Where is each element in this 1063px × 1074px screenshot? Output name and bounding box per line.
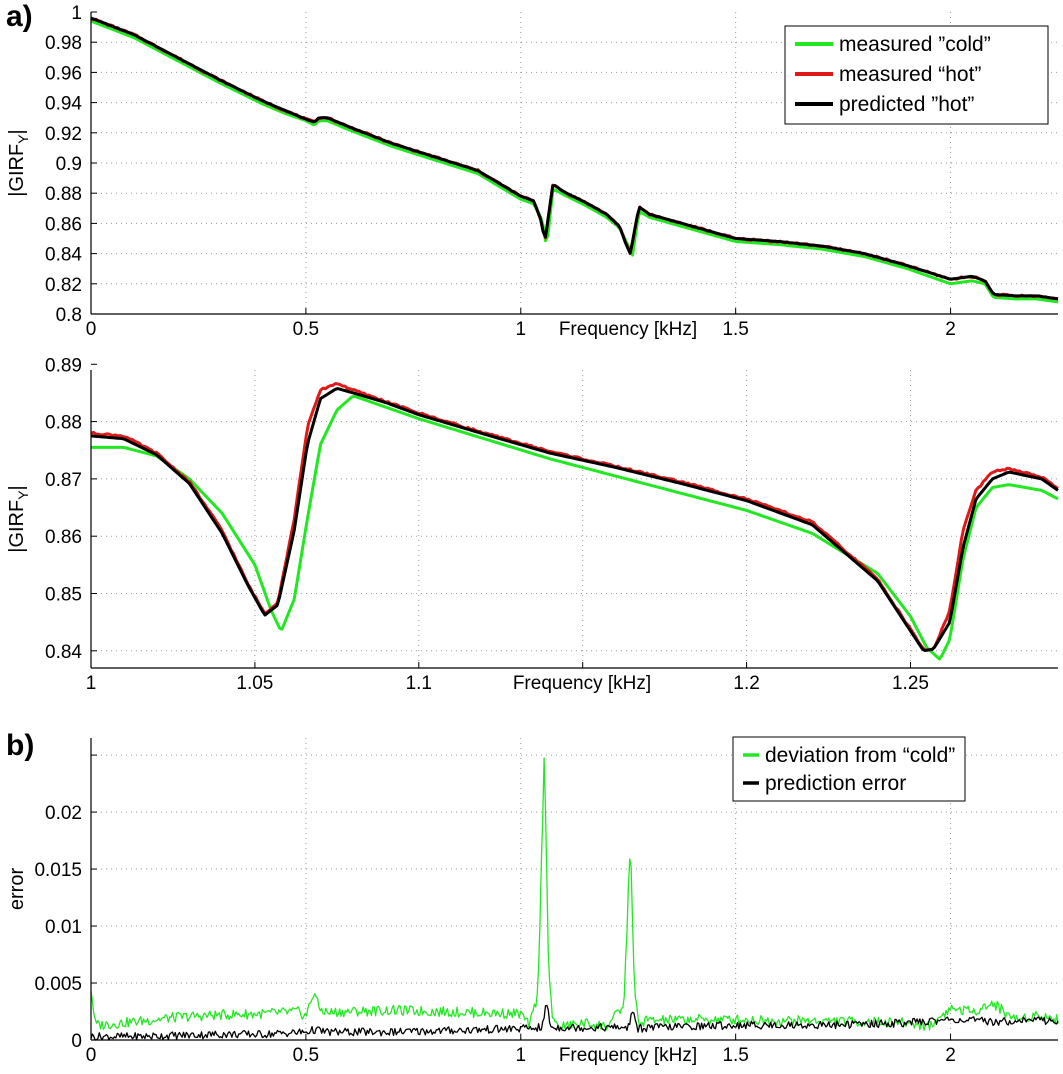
x-tick-label: 0.5 — [293, 1045, 319, 1066]
x-tick-label: 1.1 — [406, 673, 432, 694]
y-tick-label: 0.9 — [56, 154, 82, 175]
legend-label: predicted ”hot” — [839, 93, 974, 116]
x-tick-label: 2 — [945, 319, 956, 340]
chart-zoom: 1 1.05 1.1 1.2 1.25 0.84 0.85 0.86 0.87 0.88 0.89 F… — [6, 355, 1059, 695]
legend-error: deviation from “cold” prediction error — [732, 736, 966, 802]
y-tick-label: 0 — [71, 1031, 82, 1052]
series-line-zoom-2 — [90, 387, 1059, 653]
y-tick-label: 0.98 — [45, 33, 82, 54]
y-tick-label: 0.8 — [56, 305, 82, 326]
y-tick-label: 0.96 — [45, 63, 82, 84]
x-tick-label: 0 — [86, 319, 97, 340]
y-tick-label: 0.82 — [45, 275, 82, 296]
y-axis-label: |GIRFY| — [6, 129, 31, 197]
series-line-zoom-1 — [90, 382, 1059, 652]
x-tick-label: 1 — [515, 1045, 526, 1066]
y-tick-label: 0.94 — [45, 94, 82, 115]
y-tick-label: 0.88 — [45, 413, 82, 434]
x-tick-label: 0 — [86, 1045, 97, 1066]
chart-error: 0 0.5 1 1.5 2 0 0.005 0.01 0.015 0.02 Frequency [k… — [6, 736, 1059, 1067]
x-axis-label: Frequency [kHz] — [559, 319, 697, 340]
y-axis-label-sub: Y — [15, 490, 31, 500]
x-tick-label: 1.2 — [733, 673, 759, 694]
y-tick-label: 1 — [71, 3, 82, 24]
y-tick-label: 0.85 — [45, 585, 82, 606]
y-tick-label: 0.02 — [45, 803, 82, 824]
y-axis-label-end: | — [6, 129, 28, 134]
legend-label: measured ”cold” — [839, 33, 991, 56]
y-axis-label-sub: Y — [15, 134, 31, 144]
legend-box — [732, 736, 966, 802]
x-tick-label: 1 — [515, 319, 526, 340]
x-axis-label: Frequency [kHz] — [559, 1045, 697, 1066]
x-axis-label-bg — [552, 318, 704, 341]
panel-label-a: a) — [6, 0, 33, 33]
series-line-error-1 — [90, 1004, 1059, 1041]
y-tick-label: 0.87 — [45, 470, 82, 491]
series-line-top-2 — [90, 16, 1059, 301]
y-axis-label-main: |GIRF — [6, 144, 28, 197]
y-tick-label: 0.84 — [45, 245, 82, 266]
y-axis-label: |GIRFY| — [6, 485, 31, 553]
x-tick-label: 1.25 — [892, 673, 929, 694]
chart-top: 0 0.5 1 1.5 2 0.8 0.82 0.84 0.86 0.88 0.9 0.92 0.94 0… — [6, 3, 1059, 341]
y-tick-label: 0.01 — [45, 917, 82, 938]
x-axis-label: Frequency [kHz] — [513, 673, 651, 694]
y-axis-label-main: |GIRF — [6, 500, 28, 553]
panel-label-b: b) — [6, 729, 35, 762]
y-tick-label: 0.84 — [45, 642, 82, 663]
legend-label: deviation from “cold” — [765, 744, 955, 767]
x-tick-label: 1.5 — [722, 1045, 748, 1066]
y-tick-label: 0.86 — [45, 214, 82, 235]
x-tick-label: 0.5 — [293, 319, 319, 340]
y-tick-label: 0.89 — [45, 355, 82, 376]
legend-label: prediction error — [765, 772, 906, 795]
x-tick-label: 1 — [86, 673, 97, 694]
series-line-top-0 — [90, 19, 1059, 304]
x-tick-label: 1.5 — [722, 319, 748, 340]
x-tick-label: 2 — [945, 1045, 956, 1066]
y-axis-label: error — [6, 868, 28, 911]
y-tick-label: 0.88 — [45, 184, 82, 205]
legend-top: measured ”cold” measured “hot” predicted ”… — [784, 25, 1049, 125]
series-line-error-0 — [90, 757, 1059, 1031]
y-tick-label: 0.92 — [45, 124, 82, 145]
series-line-zoom-0 — [91, 394, 1059, 661]
y-axis-label-end: | — [6, 485, 28, 490]
x-tick-label: 1.05 — [236, 673, 273, 694]
y-tick-label: 0.86 — [45, 527, 82, 548]
x-axis-label-bg — [506, 672, 658, 695]
x-axis-label-bg — [552, 1044, 704, 1067]
y-tick-label: 0.015 — [34, 860, 82, 881]
y-tick-label: 0.005 — [34, 974, 82, 995]
legend-label: measured “hot” — [839, 63, 981, 86]
